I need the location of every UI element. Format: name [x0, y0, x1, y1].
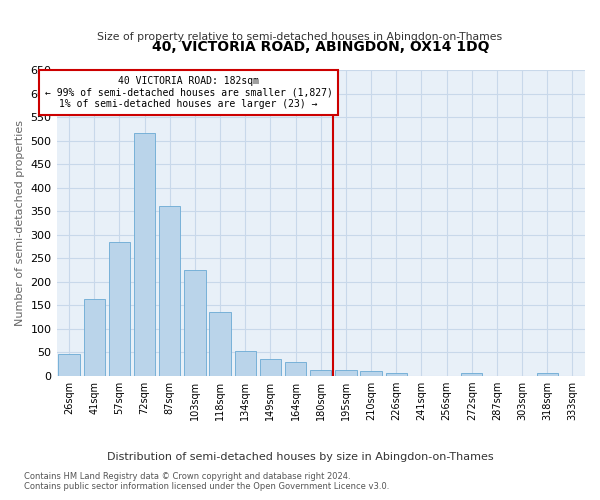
Bar — [184, 270, 206, 376]
Bar — [209, 312, 231, 376]
Text: Distribution of semi-detached houses by size in Abingdon-on-Thames: Distribution of semi-detached houses by … — [107, 452, 493, 462]
Title: 40, VICTORIA ROAD, ABINGDON, OX14 1DQ: 40, VICTORIA ROAD, ABINGDON, OX14 1DQ — [152, 40, 490, 54]
Text: Contains HM Land Registry data © Crown copyright and database right 2024.: Contains HM Land Registry data © Crown c… — [24, 472, 350, 481]
Bar — [235, 351, 256, 376]
Bar — [58, 354, 80, 376]
Bar — [260, 359, 281, 376]
Bar — [361, 371, 382, 376]
Text: Contains public sector information licensed under the Open Government Licence v3: Contains public sector information licen… — [24, 482, 389, 491]
Y-axis label: Number of semi-detached properties: Number of semi-detached properties — [15, 120, 25, 326]
Text: 40 VICTORIA ROAD: 182sqm
← 99% of semi-detached houses are smaller (1,827)
1% of: 40 VICTORIA ROAD: 182sqm ← 99% of semi-d… — [45, 76, 332, 110]
Bar — [285, 362, 307, 376]
Bar — [159, 206, 181, 376]
Bar — [109, 242, 130, 376]
Bar — [536, 373, 558, 376]
Bar — [461, 373, 482, 376]
Bar — [134, 134, 155, 376]
Bar — [83, 299, 105, 376]
Bar — [310, 370, 331, 376]
Text: Size of property relative to semi-detached houses in Abingdon-on-Thames: Size of property relative to semi-detach… — [97, 32, 503, 42]
Bar — [335, 370, 356, 376]
Bar — [386, 374, 407, 376]
